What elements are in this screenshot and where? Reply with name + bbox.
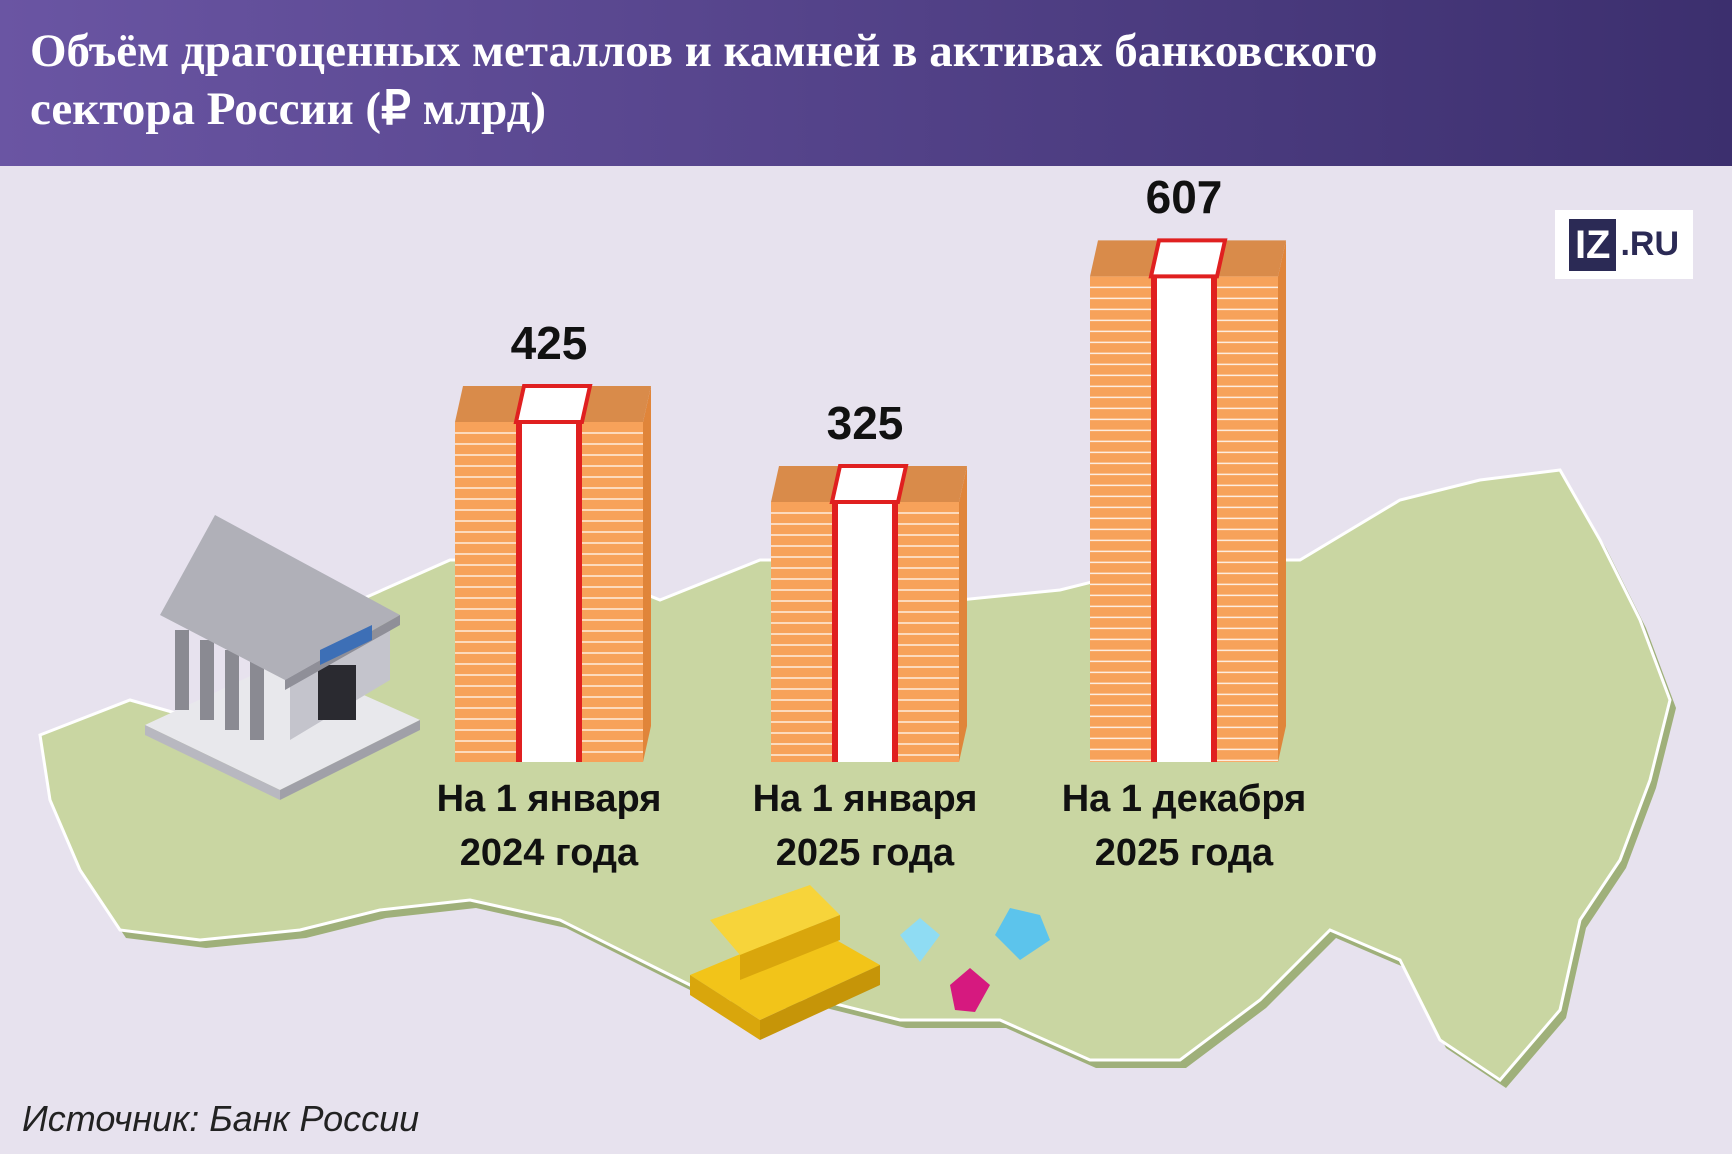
x-tick-label: На 1 декабря 2025 года — [1061, 778, 1307, 874]
gold-bars — [690, 885, 880, 1040]
band-strip — [522, 422, 576, 762]
band-edge — [1151, 276, 1157, 762]
band-edge — [1211, 276, 1217, 762]
value-label: 425 — [510, 317, 588, 369]
x-tick-label: На 1 января 2024 года — [436, 778, 662, 874]
value-label: 325 — [826, 397, 904, 449]
band-top — [1148, 238, 1228, 279]
stack-side — [959, 466, 967, 762]
stack-side — [1278, 240, 1286, 762]
band-edge — [832, 502, 838, 762]
band-edge — [516, 422, 522, 762]
logo-mark: IZ — [1568, 218, 1617, 271]
logo-text: .RU — [1620, 225, 1680, 263]
stack-side — [643, 386, 651, 762]
band-strip — [1157, 276, 1211, 762]
bill-stack — [455, 384, 651, 762]
logo: IZ .RU — [1555, 210, 1693, 279]
gems — [900, 908, 1050, 1012]
bill-stack — [1090, 238, 1286, 762]
bill-stack — [771, 464, 967, 762]
value-label: 607 — [1145, 171, 1223, 224]
band-strip — [838, 502, 892, 762]
source: Источник: Банк России — [22, 1098, 420, 1139]
band-edge — [892, 502, 898, 762]
band-edge — [576, 422, 582, 762]
header: Объём драгоценных металлов и камней в ак… — [0, 0, 1732, 166]
band-top — [513, 384, 593, 424]
bank-icon — [145, 515, 420, 800]
x-tick-label: На 1 января 2025 года — [752, 778, 978, 874]
chart-title: Объём драгоценных металлов и камней в ак… — [30, 25, 1378, 135]
band-top — [829, 464, 909, 504]
